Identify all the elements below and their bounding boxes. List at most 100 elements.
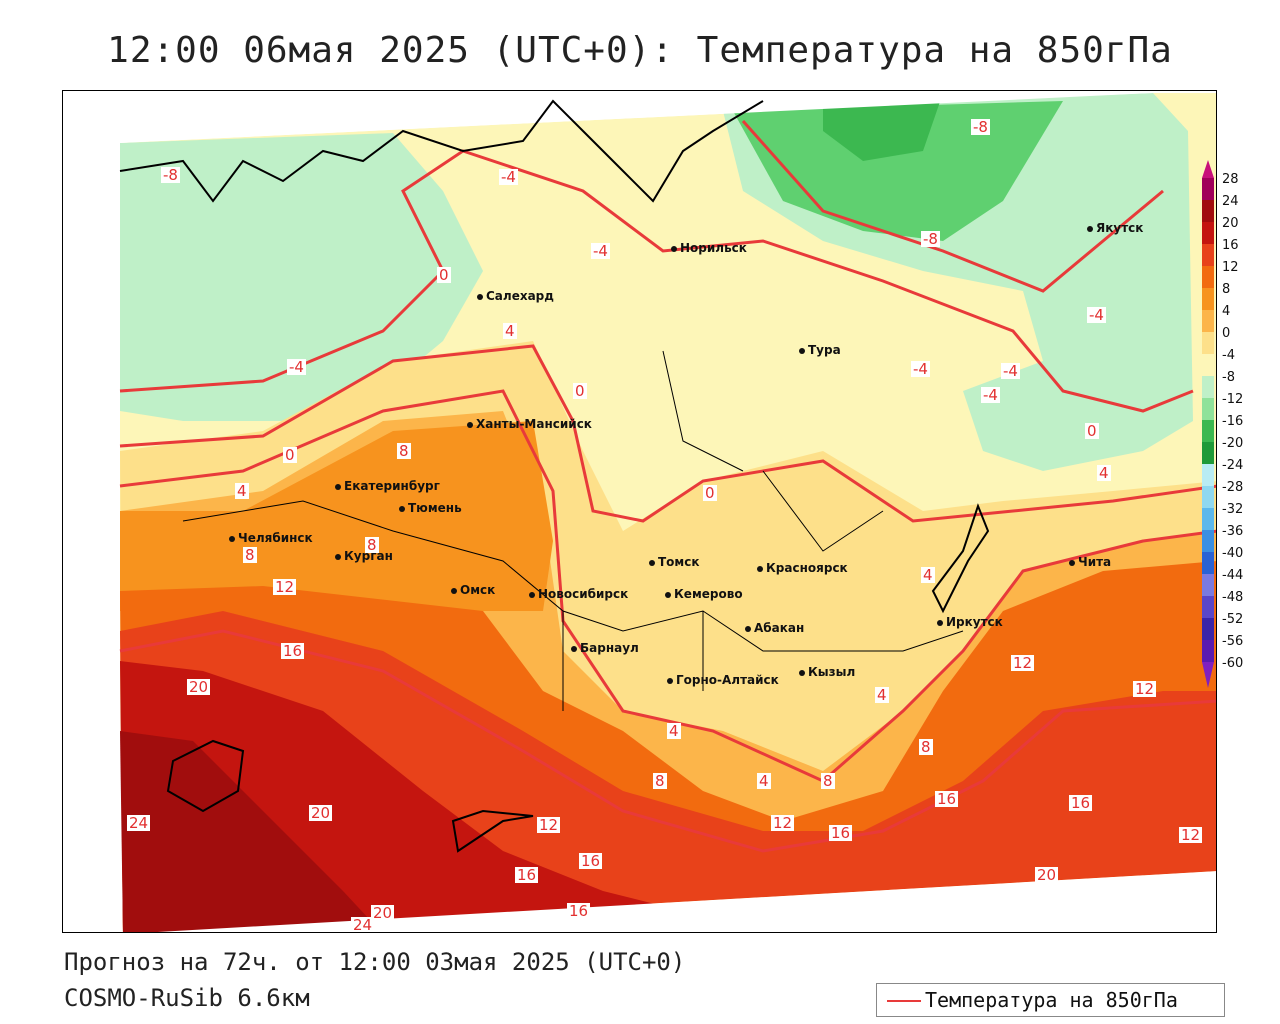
isotherm-label: -4 bbox=[981, 386, 1000, 404]
isotherm-label: 4 bbox=[1097, 464, 1111, 482]
warm-band-12 bbox=[120, 421, 553, 611]
isotherm-label: 12 bbox=[1179, 826, 1203, 844]
isotherm-label: 16 bbox=[829, 824, 853, 842]
isotherm-label: 16 bbox=[515, 866, 539, 884]
city-marker bbox=[477, 293, 483, 300]
colorbar-label: -60 bbox=[1222, 656, 1244, 671]
isotherm-label: 0 bbox=[1085, 422, 1099, 440]
city-tyumen: Тюмень bbox=[399, 501, 462, 515]
city-marker bbox=[799, 347, 805, 354]
city-chita: Чита bbox=[1069, 555, 1111, 569]
city-marker bbox=[671, 245, 677, 252]
colorbar-label: 20 bbox=[1222, 216, 1239, 231]
colorbar-label: -28 bbox=[1222, 480, 1244, 495]
city-label: Тюмень bbox=[408, 501, 462, 515]
isotherm-label: 20 bbox=[187, 678, 211, 696]
isotherm-label: 12 bbox=[1133, 680, 1157, 698]
city-gorno-altaysk: Горно-Алтайск bbox=[667, 673, 779, 687]
colorbar-label: 24 bbox=[1222, 194, 1239, 209]
colorbar-label: -56 bbox=[1222, 634, 1244, 649]
city-marker bbox=[667, 677, 673, 684]
city-barnaul: Барнаул bbox=[571, 641, 639, 655]
isotherm-label: 8 bbox=[397, 442, 411, 460]
isotherm-label: 0 bbox=[283, 446, 297, 464]
colorbar-label: -32 bbox=[1222, 502, 1244, 517]
colorbar-label: 8 bbox=[1222, 282, 1231, 297]
isotherm-minus4 bbox=[119, 149, 1194, 413]
colorbar-label: 0 bbox=[1222, 326, 1231, 341]
isotherm-label: 8 bbox=[243, 546, 257, 564]
isotherm-label: -8 bbox=[161, 166, 180, 184]
city-label: Салехард bbox=[486, 289, 554, 303]
isotherm-label: 8 bbox=[653, 772, 667, 790]
isotherm-label: 0 bbox=[573, 382, 587, 400]
city-kurgan: Курган bbox=[335, 549, 393, 563]
colorbar-label: -20 bbox=[1222, 436, 1244, 451]
isotherm-label: -8 bbox=[921, 230, 940, 248]
city-marker bbox=[571, 645, 577, 652]
colorbar-label: -36 bbox=[1222, 524, 1244, 539]
isotherm-label: 16 bbox=[935, 790, 959, 808]
city-irkutsk: Иркутск bbox=[937, 615, 1003, 629]
isotherm-label: 4 bbox=[921, 566, 935, 584]
isotherm-label: 4 bbox=[757, 772, 771, 790]
isotherm-label: 16 bbox=[281, 642, 305, 660]
colorbar-label: -16 bbox=[1222, 414, 1244, 429]
coldest-region-ne bbox=[823, 93, 943, 161]
colorbar-label: -52 bbox=[1222, 612, 1244, 627]
isotherm-label: 4 bbox=[875, 686, 889, 704]
city-label: Чита bbox=[1078, 555, 1112, 569]
city-marker bbox=[665, 591, 671, 598]
aral-sea bbox=[166, 739, 245, 813]
isotherm-label: 20 bbox=[371, 904, 395, 922]
city-norilsk: Норильск bbox=[671, 241, 747, 255]
colorbar-label: -48 bbox=[1222, 590, 1244, 605]
city-marker bbox=[1069, 559, 1075, 566]
legend-label: Температура на 850гПа bbox=[925, 988, 1178, 1012]
colorbar-label: -40 bbox=[1222, 546, 1244, 561]
city-label: Кызыл bbox=[808, 665, 856, 679]
city-label: Екатеринбург bbox=[344, 479, 440, 493]
isotherm-label: -4 bbox=[591, 242, 610, 260]
city-kemerovo: Кемерово bbox=[665, 587, 743, 601]
city-khanty-mansiysk: Ханты-Мансийск bbox=[467, 417, 592, 431]
colorbar-label: 4 bbox=[1222, 304, 1231, 319]
isotherm-label: 4 bbox=[503, 322, 517, 340]
colorbar-label: -12 bbox=[1222, 392, 1244, 407]
city-label: Абакан bbox=[754, 621, 805, 635]
cold-region-nw bbox=[120, 133, 483, 421]
isotherm-minus8 bbox=[741, 120, 1164, 293]
colorbar bbox=[1202, 160, 1214, 688]
colorbar-label: 16 bbox=[1222, 238, 1239, 253]
city-yakutsk: Якутск bbox=[1087, 221, 1143, 235]
city-marker bbox=[335, 483, 341, 490]
isotherm-label: 0 bbox=[703, 484, 717, 502]
isotherm-label: 12 bbox=[771, 814, 795, 832]
isotherm-label: 12 bbox=[273, 578, 297, 596]
colorbar-label: -44 bbox=[1222, 568, 1244, 583]
city-label: Барнаул bbox=[580, 641, 639, 655]
city-label: Ханты-Мансийск bbox=[476, 417, 592, 431]
city-label: Новосибирск bbox=[538, 587, 629, 601]
colorbar-label: -4 bbox=[1222, 348, 1235, 363]
city-marker bbox=[799, 669, 805, 676]
isotherm-label: -4 bbox=[499, 168, 518, 186]
isotherm-label: -8 bbox=[971, 118, 990, 136]
isotherm-label: 12 bbox=[1011, 654, 1035, 672]
city-label: Курган bbox=[344, 549, 393, 563]
city-label: Горно-Алтайск bbox=[676, 673, 779, 687]
city-ekaterinburg: Екатеринбург bbox=[335, 479, 440, 493]
city-marker bbox=[229, 535, 235, 542]
isotherm-label: 16 bbox=[1069, 794, 1093, 812]
city-label: Томск bbox=[658, 555, 700, 569]
city-marker bbox=[937, 619, 943, 626]
city-label: Норильск bbox=[680, 241, 747, 255]
city-marker bbox=[649, 559, 655, 566]
isotherm-label: 8 bbox=[821, 772, 835, 790]
temperature-map: -8 -4 -4 -8 -8 -4 -4 -4 0 4 0 8 0 4 8 8 … bbox=[62, 90, 1217, 933]
city-marker bbox=[529, 591, 535, 598]
city-label: Красноярск bbox=[766, 561, 848, 575]
city-label: Кемерово bbox=[674, 587, 743, 601]
colorbar-label: 28 bbox=[1222, 172, 1239, 187]
city-marker bbox=[745, 625, 751, 632]
